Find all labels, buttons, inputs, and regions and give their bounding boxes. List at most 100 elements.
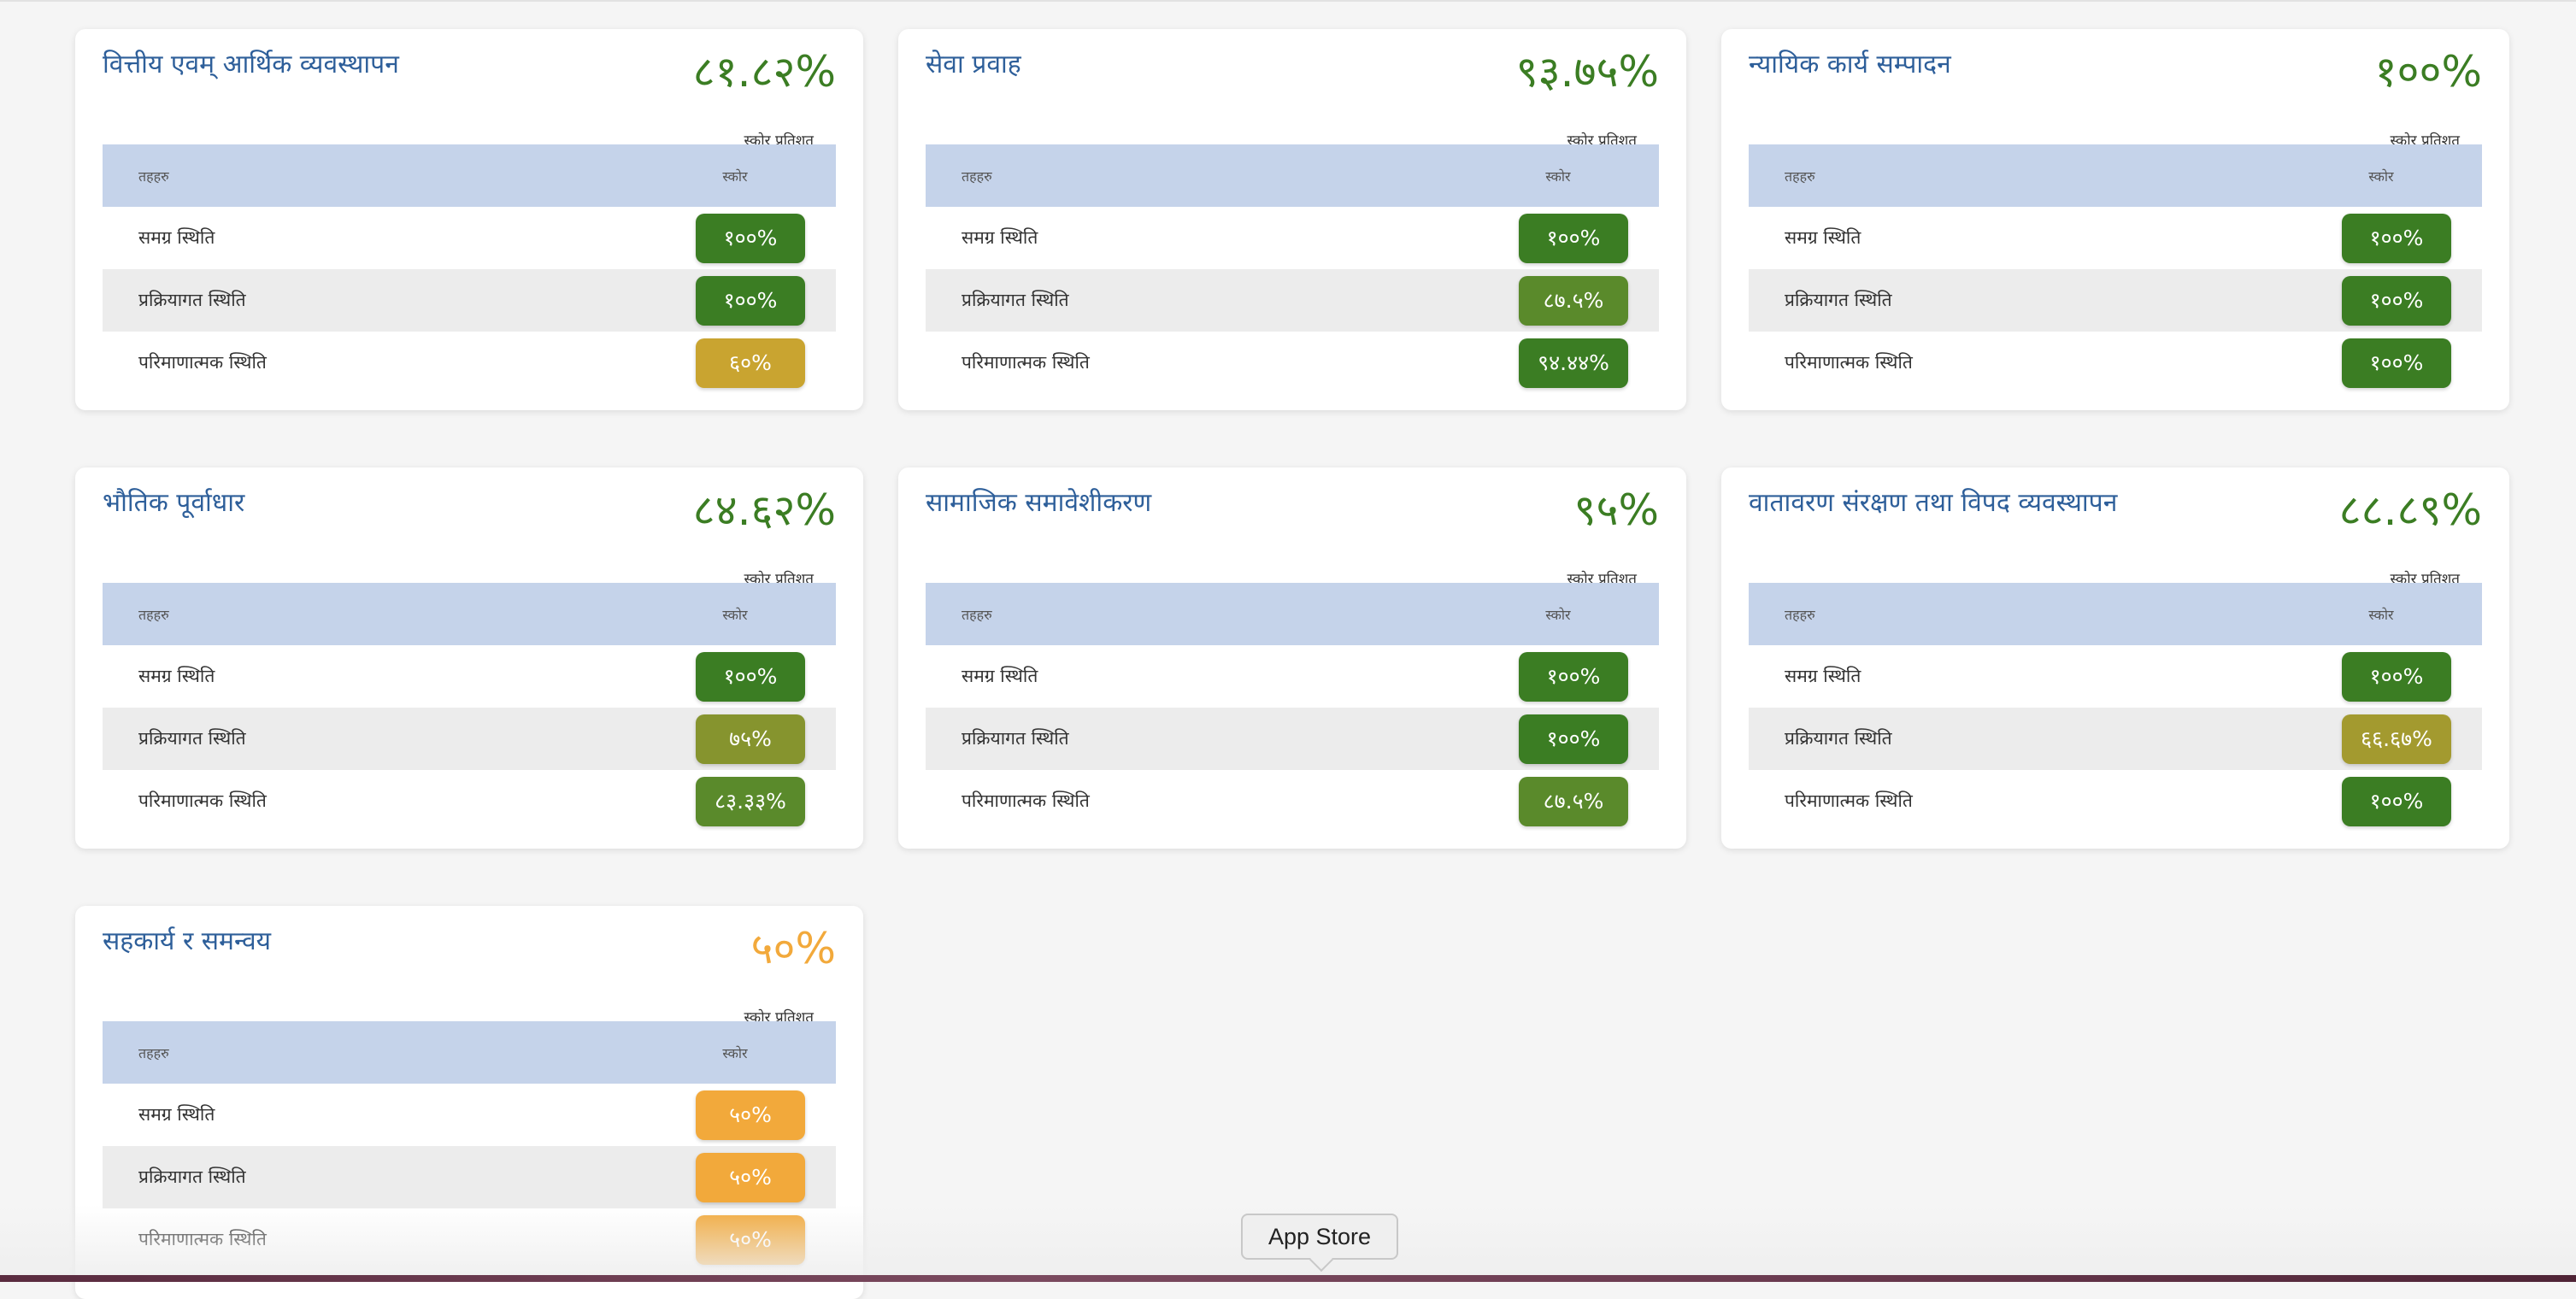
score-table: तहहरु स्कोर समग्र स्थिति १००% प्रक्रियाग… <box>1749 144 2482 394</box>
header-score: स्कोर <box>722 168 748 185</box>
table-row: प्रक्रियागत स्थिति १००% <box>926 708 1659 770</box>
card-title: सेवा प्रवाह <box>926 50 1021 79</box>
row-label: परिमाणात्मक स्थिति <box>962 791 1090 811</box>
table-header: तहहरु स्कोर <box>103 144 836 207</box>
table-header: तहहरु स्कोर <box>926 144 1659 207</box>
score-table: तहहरु स्कोर समग्र स्थिति १००% प्रक्रियाग… <box>1749 583 2482 832</box>
score-card-financial-management: वित्तीय एवम् आर्थिक व्यवस्थापन ८१.८२% स्… <box>75 29 863 410</box>
row-label: प्रक्रियागत स्थिति <box>962 290 1069 310</box>
row-label: समग्र स्थिति <box>1785 666 1861 686</box>
row-label: प्रक्रियागत स्थिति <box>138 290 246 310</box>
header-levels: तहहरु <box>138 607 169 623</box>
score-badge: १००% <box>696 214 805 263</box>
row-label: प्रक्रियागत स्थिति <box>962 728 1069 749</box>
score-badge: ८३.३३% <box>696 777 805 826</box>
table-row: परिमाणात्मक स्थिति ६०% <box>103 332 836 394</box>
header-score: स्कोर <box>722 607 748 623</box>
header-levels: तहहरु <box>1785 607 1815 623</box>
row-label: परिमाणात्मक स्थिति <box>138 791 267 811</box>
row-label: समग्र स्थिति <box>138 666 215 686</box>
score-badge: १००% <box>1519 714 1628 764</box>
table-row: समग्र स्थिति ५०% <box>103 1084 836 1146</box>
header-levels: तहहरु <box>962 168 992 185</box>
score-table: तहहरु स्कोर समग्र स्थिति ५०% प्रक्रियागत… <box>103 1021 836 1271</box>
table-header: तहहरु स्कोर <box>103 1021 836 1084</box>
card-score: ८८.८९% <box>2338 485 2482 535</box>
row-label: समग्र स्थिति <box>138 227 215 248</box>
score-badge: १००% <box>696 276 805 326</box>
row-label: प्रक्रियागत स्थिति <box>1785 728 1892 749</box>
table-row: प्रक्रियागत स्थिति ५०% <box>103 1146 836 1208</box>
score-card-social-inclusion: सामाजिक समावेशीकरण ९५% स्कोर प्रतिशत तहह… <box>898 467 1686 849</box>
score-card-service-delivery: सेवा प्रवाह ९३.७५% स्कोर प्रतिशत तहहरु स… <box>898 29 1686 410</box>
table-row: समग्र स्थिति १००% <box>103 645 836 708</box>
score-badge: १००% <box>2342 777 2451 826</box>
window-top-border <box>0 0 2576 2</box>
row-label: परिमाणात्मक स्थिति <box>1785 791 1913 811</box>
score-card-physical-infrastructure: भौतिक पूर्वाधार ८४.६२% स्कोर प्रतिशत तहह… <box>75 467 863 849</box>
score-badge: ९४.४४% <box>1519 338 1628 388</box>
score-badge: ५०% <box>696 1215 805 1265</box>
table-row: परिमाणात्मक स्थिति ९४.४४% <box>926 332 1659 394</box>
card-title: भौतिक पूर्वाधार <box>103 488 245 518</box>
score-table: तहहरु स्कोर समग्र स्थिति १००% प्रक्रियाग… <box>926 144 1659 394</box>
header-levels: तहहरु <box>138 168 169 185</box>
card-score: ५०% <box>750 924 836 973</box>
table-row: समग्र स्थिति १००% <box>103 207 836 269</box>
table-header: तहहरु स्कोर <box>926 583 1659 645</box>
row-label: प्रक्रियागत स्थिति <box>1785 290 1892 310</box>
row-label: प्रक्रियागत स्थिति <box>138 728 246 749</box>
score-badge: ६०% <box>696 338 805 388</box>
dock-bar[interactable] <box>0 1275 2576 1282</box>
header-levels: तहहरु <box>138 1045 169 1061</box>
table-row: प्रक्रियागत स्थिति १००% <box>103 269 836 332</box>
row-label: परिमाणात्मक स्थिति <box>962 352 1090 373</box>
score-badge: १००% <box>2342 652 2451 702</box>
table-row: परिमाणात्मक स्थिति ८७.५% <box>926 770 1659 832</box>
row-label: समग्र स्थिति <box>138 1104 215 1125</box>
row-label: परिमाणात्मक स्थिति <box>1785 352 1913 373</box>
header-score: स्कोर <box>722 1045 748 1061</box>
score-badge: ८७.५% <box>1519 276 1628 326</box>
card-score: ८१.८२% <box>692 47 836 97</box>
card-score: १००% <box>2374 47 2482 97</box>
score-badge: ५०% <box>696 1153 805 1202</box>
score-table: तहहरु स्कोर समग्र स्थिति १००% प्रक्रियाग… <box>926 583 1659 832</box>
score-badge: १००% <box>696 652 805 702</box>
card-title: न्यायिक कार्य सम्पादन <box>1749 50 1951 79</box>
card-score: ९३.७५% <box>1515 47 1659 97</box>
table-row: समग्र स्थिति १००% <box>926 645 1659 708</box>
header-score: स्कोर <box>2368 168 2394 185</box>
header-score: स्कोर <box>1545 607 1571 623</box>
score-badge: १००% <box>1519 214 1628 263</box>
table-row: प्रक्रियागत स्थिति १००% <box>1749 269 2482 332</box>
table-row: प्रक्रियागत स्थिति ८७.५% <box>926 269 1659 332</box>
table-header: तहहरु स्कोर <box>1749 144 2482 207</box>
header-score: स्कोर <box>2368 607 2394 623</box>
score-badge: ७५% <box>696 714 805 764</box>
card-score: ९५% <box>1573 485 1659 535</box>
score-badge: १००% <box>1519 652 1628 702</box>
table-row: प्रक्रियागत स्थिति ७५% <box>103 708 836 770</box>
score-badge: ६६.६७% <box>2342 714 2451 764</box>
score-card-environment-disaster: वातावरण संरक्षण तथा विपद व्यवस्थापन ८८.८… <box>1721 467 2509 849</box>
card-title: वातावरण संरक्षण तथा विपद व्यवस्थापन <box>1749 488 2118 518</box>
row-label: समग्र स्थिति <box>962 227 1038 248</box>
score-card-cooperation-coordination: सहकार्य र समन्वय ५०% स्कोर प्रतिशत तहहरु… <box>75 906 863 1299</box>
table-row: परिमाणात्मक स्थिति १००% <box>1749 770 2482 832</box>
score-table: तहहरु स्कोर समग्र स्थिति १००% प्रक्रियाग… <box>103 583 836 832</box>
table-row: परिमाणात्मक स्थिति ५०% <box>103 1208 836 1271</box>
row-label: परिमाणात्मक स्थिति <box>138 1229 267 1249</box>
table-row: प्रक्रियागत स्थिति ६६.६७% <box>1749 708 2482 770</box>
row-label: प्रक्रियागत स्थिति <box>138 1167 246 1187</box>
header-score: स्कोर <box>1545 168 1571 185</box>
table-row: परिमाणात्मक स्थिति ८३.३३% <box>103 770 836 832</box>
table-header: तहहरु स्कोर <box>103 583 836 645</box>
score-table: तहहरु स्कोर समग्र स्थिति १००% प्रक्रियाग… <box>103 144 836 394</box>
score-badge: १००% <box>2342 276 2451 326</box>
row-label: समग्र स्थिति <box>962 666 1038 686</box>
row-label: परिमाणात्मक स्थिति <box>138 352 267 373</box>
table-row: समग्र स्थिति १००% <box>1749 207 2482 269</box>
card-title: सामाजिक समावेशीकरण <box>926 488 1152 518</box>
card-title: सहकार्य र समन्वय <box>103 926 272 956</box>
